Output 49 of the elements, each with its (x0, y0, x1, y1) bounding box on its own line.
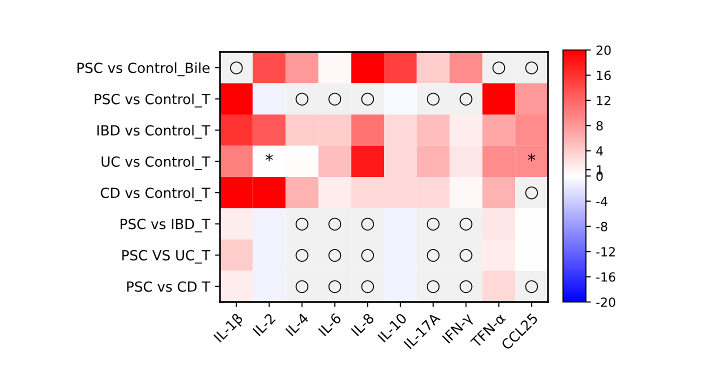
color-bar-label: -16 (596, 272, 616, 282)
text: ○ (426, 248, 440, 262)
x-tick-label: IL-6 (318, 312, 342, 336)
text: ○ (460, 92, 472, 106)
text: ○ (426, 280, 440, 294)
color-bar-label: 16 (597, 70, 611, 80)
text: ○ (460, 218, 472, 231)
color-bar-label: 12 (597, 96, 610, 106)
text: ○ (460, 248, 472, 262)
y-tick-label: IBD vs Control_T (97, 124, 210, 139)
text: ○ (525, 61, 538, 74)
color-bar-label: -4 (596, 196, 608, 206)
color-bar-label: 8 (596, 121, 603, 131)
x-tick-label: IL-4 (285, 312, 309, 336)
text: ○ (525, 186, 538, 200)
text: ○ (426, 218, 440, 231)
x-tick-label: IL-2 (252, 312, 276, 336)
y-tick-label: PSC vs CD T (127, 281, 210, 292)
text: ○ (525, 280, 538, 294)
y-tick-label: UC vs Control_T (102, 156, 210, 170)
text: ○ (361, 92, 374, 106)
y-tick-label: PSC vs Control_T (94, 94, 210, 108)
text: ○ (296, 280, 308, 294)
y-tick-label: PSC vs Control_Bile (78, 62, 210, 76)
data-label: * (266, 154, 273, 162)
color-bar-label: 4 (596, 146, 603, 156)
text: ○ (460, 280, 472, 294)
text: ○ (296, 248, 308, 262)
text: ○ (328, 280, 342, 294)
text: ○ (296, 218, 308, 231)
text: ○ (361, 248, 374, 262)
text: ○ (328, 92, 342, 106)
text: ○ (361, 280, 374, 294)
y-tick-label: PSC vs IBD_T (120, 218, 210, 232)
text: ○ (230, 61, 243, 74)
text: ○ (426, 92, 440, 106)
text: ○ (296, 92, 308, 106)
x-tick-label: IL-8 (350, 312, 375, 336)
y-tick-label: CD vs Control_T (100, 187, 210, 202)
y-tick-label: PSC VS UC_T (122, 250, 210, 264)
data-label: * (528, 154, 536, 162)
color-bar-label: -20 (596, 297, 616, 307)
color-bar-label: -12 (596, 247, 615, 256)
color-bar-label: -8 (596, 222, 608, 232)
text: ○ (328, 248, 342, 262)
text: ○ (361, 218, 374, 231)
color-bar-label: 20 (596, 45, 611, 55)
text: ○ (492, 61, 506, 74)
text: ○ (328, 218, 342, 231)
